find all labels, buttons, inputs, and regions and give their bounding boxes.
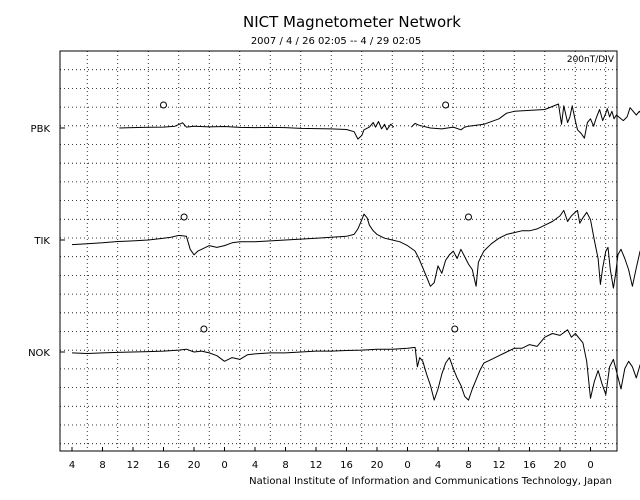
x-tick-label: 20 — [188, 460, 201, 471]
noon-marker — [200, 325, 208, 333]
grid-lines — [60, 51, 617, 451]
station-label-nok: NOK — [28, 348, 50, 359]
x-tick-label: 12 — [127, 460, 140, 471]
chart-title: NICT Magnetometer Network — [243, 13, 461, 31]
station-label-tik: TIK — [33, 236, 50, 247]
x-tick-label: 0 — [404, 460, 410, 471]
noon-marker — [180, 213, 188, 221]
scale-label: 200nT/DIV — [567, 55, 615, 65]
x-tick-label: 16 — [340, 460, 353, 471]
noon-marker — [465, 213, 472, 221]
series-line-nok — [71, 329, 640, 401]
x-tick-label: 4 — [69, 460, 75, 471]
footer-credit: National Institute of Information and Co… — [249, 476, 612, 487]
plot-area — [59, 50, 618, 452]
x-tick-label: 12 — [310, 460, 323, 471]
noon-marker — [451, 325, 459, 333]
chart-subtitle: 2007 / 4 / 26 02:05 -- 4 / 29 02:05 — [251, 36, 421, 47]
series-line-tik — [71, 209, 640, 289]
x-tick-label: 4 — [252, 460, 258, 471]
x-tick-label: 20 — [371, 460, 384, 471]
station-label-pbk: PBK — [31, 124, 51, 135]
noon-marker — [442, 101, 450, 109]
x-axis: 4 8 12 16 20 0 4 8 12 16 20 0 4 8 12 16 20 0 — [69, 447, 594, 471]
series-line-pbk — [119, 103, 640, 140]
x-tick-label: 16 — [157, 460, 170, 471]
x-tick-label: 12 — [493, 460, 506, 471]
x-tick-label: 8 — [465, 460, 471, 471]
noon-marker — [160, 101, 167, 109]
x-tick-label: 8 — [99, 460, 105, 471]
x-tick-label: 0 — [221, 460, 227, 471]
x-tick-label: 0 — [587, 460, 593, 471]
x-tick-label: 8 — [282, 460, 288, 471]
series-group: PBK TIK NOK — [28, 101, 640, 401]
x-tick-label: 16 — [523, 460, 536, 471]
x-tick-label: 4 — [435, 460, 441, 471]
x-tick-label: 20 — [554, 460, 567, 471]
